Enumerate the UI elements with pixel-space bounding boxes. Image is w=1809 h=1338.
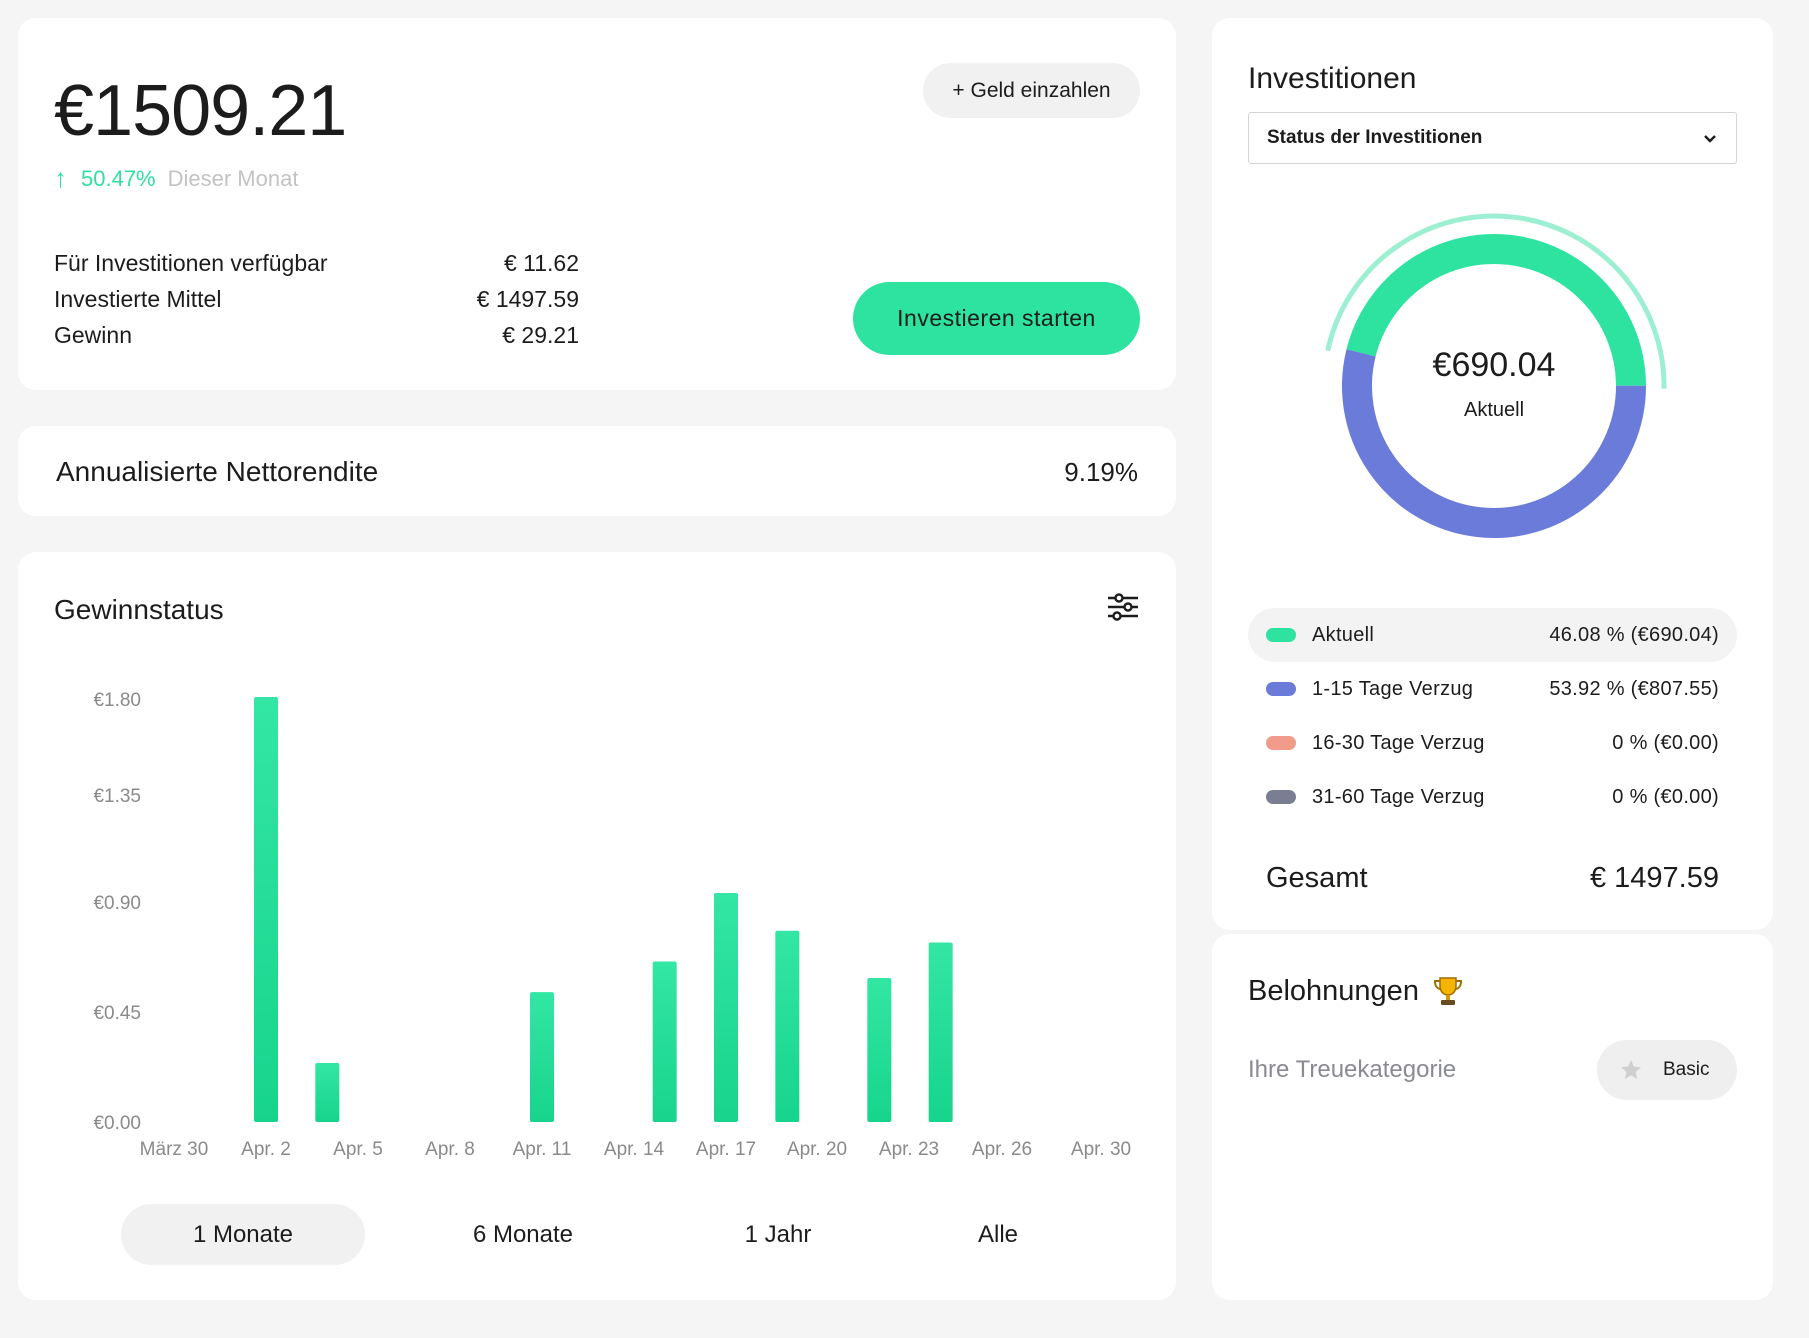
y-tick-label: €0.00: [93, 1113, 141, 1134]
x-tick-label: Apr. 17: [696, 1139, 756, 1160]
investments-title: Investitionen: [1248, 62, 1417, 95]
arrow-up-icon: ↑: [54, 163, 67, 193]
chart-bar: [928, 942, 953, 1122]
loyalty-tier-name: Basic: [1663, 1059, 1710, 1080]
annualized-return-value: 9.19%: [1064, 457, 1138, 487]
profit-status-title: Gewinnstatus: [54, 594, 224, 625]
range-6-months-button[interactable]: 6 Monate: [418, 1204, 628, 1265]
legend-name: 1-15 Tage Verzug: [1312, 677, 1474, 700]
donut-center-value: €690.04: [1433, 346, 1556, 384]
donut-center-label: Aktuell: [1464, 399, 1524, 421]
y-tick-label: €0.90: [93, 893, 141, 914]
filter-settings-icon[interactable]: [1106, 590, 1140, 624]
stat-available: Für Investitionen verfügbar € 11.62: [54, 250, 579, 277]
annualized-return-label: Annualisierte Nettorendite: [56, 456, 379, 487]
legend-value: 0 % (€0.00): [1612, 731, 1719, 754]
x-tick-label: Apr. 14: [604, 1139, 665, 1160]
donut-segment: [1342, 349, 1647, 538]
chart-bar: [867, 977, 892, 1122]
stat-value: € 1497.59: [476, 286, 579, 312]
donut-active-highlight: [1325, 213, 1667, 389]
stat-value: € 11.62: [503, 250, 579, 276]
legend-item-1-15-days[interactable]: 1-15 Tage Verzug 53.92 % (€807.55): [1248, 662, 1737, 716]
legend-color-dot: [1266, 628, 1296, 642]
annualized-return-card: Annualisierte Nettorendite 9.19%: [18, 426, 1176, 516]
x-tick-label: Apr. 5: [333, 1139, 383, 1160]
rewards-card: Belohnungen Ihre Treuekategorie Basic: [1212, 934, 1773, 1300]
y-tick-label: €0.45: [93, 1003, 141, 1024]
legend-color-dot: [1266, 682, 1296, 696]
balance-amount: €1509.21: [54, 71, 347, 151]
change-period: Dieser Monat: [167, 165, 299, 191]
chart-bar: [254, 697, 278, 1122]
monthly-change: ↑ 50.47% Dieser Monat: [54, 163, 298, 194]
legend-item-31-60-days[interactable]: 31-60 Tage Verzug 0 % (€0.00): [1248, 770, 1737, 824]
balance-card: €1509.21 + Geld einzahlen ↑ 50.47% Diese…: [18, 18, 1176, 390]
legend-value: 53.92 % (€807.55): [1549, 677, 1719, 700]
investment-donut-chart: €690.04 Aktuell: [1325, 213, 1667, 538]
rewards-title: Belohnungen: [1248, 974, 1465, 1008]
profit-bar-chart: €0.00 €0.45 €0.90 €1.35 €1.80 März 30 Apr. 2 Ap…: [93, 690, 1131, 1160]
x-tick-label: Apr. 23: [879, 1139, 939, 1160]
range-1-year-button[interactable]: 1 Jahr: [678, 1204, 878, 1265]
y-tick-label: €1.35: [93, 786, 141, 807]
x-tick-label: Apr. 26: [972, 1139, 1032, 1160]
chart-bar: [530, 992, 554, 1122]
stat-label: Investierte Mittel: [54, 286, 222, 312]
legend-name: Aktuell: [1312, 623, 1375, 646]
deposit-money-button[interactable]: + Geld einzahlen: [923, 63, 1140, 118]
loyalty-category-label: Ihre Treuekategorie: [1248, 1056, 1457, 1083]
change-percentage: 50.47%: [81, 165, 156, 191]
x-tick-label: März 30: [140, 1139, 209, 1160]
legend-color-dot: [1266, 790, 1296, 804]
chart-bar: [652, 961, 677, 1122]
stat-label: Für Investitionen verfügbar: [54, 250, 328, 276]
range-all-button[interactable]: Alle: [898, 1204, 1098, 1265]
legend-value: 0 % (€0.00): [1612, 785, 1719, 808]
x-tick-label: Apr. 2: [241, 1139, 291, 1160]
legend-item-current[interactable]: Aktuell 46.08 % (€690.04): [1248, 608, 1737, 662]
range-1-month-button[interactable]: 1 Monate: [121, 1204, 365, 1265]
legend-value: 46.08 % (€690.04): [1549, 623, 1719, 646]
chart-bar: [315, 1062, 340, 1122]
legend-name: 16-30 Tage Verzug: [1312, 731, 1485, 754]
legend-item-16-30-days[interactable]: 16-30 Tage Verzug 0 % (€0.00): [1248, 716, 1737, 770]
investments-total: Gesamt € 1497.59: [1266, 862, 1719, 895]
investment-status-select[interactable]: Status der Investitionen: [1248, 112, 1737, 164]
start-investing-button[interactable]: Investieren starten: [853, 282, 1140, 355]
stat-invested: Investierte Mittel € 1497.59: [54, 286, 579, 313]
select-value: Status der Investitionen: [1267, 127, 1483, 148]
x-tick-label: Apr. 8: [425, 1139, 475, 1160]
stat-profit: Gewinn € 29.21: [54, 322, 579, 349]
legend-color-dot: [1266, 736, 1296, 750]
loyalty-tier-badge[interactable]: Basic: [1597, 1040, 1737, 1100]
stat-label: Gewinn: [54, 322, 132, 348]
x-tick-label: Apr. 30: [1071, 1139, 1131, 1160]
chart-bar: [714, 892, 738, 1122]
total-label: Gesamt: [1266, 862, 1368, 894]
star-icon: [1621, 1060, 1641, 1079]
rewards-title-text: Belohnungen: [1248, 974, 1419, 1007]
chart-bar: [775, 930, 800, 1122]
y-tick-label: €1.80: [93, 690, 141, 711]
x-tick-label: Apr. 11: [513, 1139, 572, 1160]
stat-value: € 29.21: [502, 322, 579, 348]
legend-name: 31-60 Tage Verzug: [1312, 785, 1485, 808]
trophy-icon: [1433, 977, 1462, 1005]
x-tick-label: Apr. 20: [787, 1139, 847, 1160]
chevron-down-icon: [1704, 135, 1716, 143]
total-value: € 1497.59: [1589, 862, 1719, 894]
investments-card: Investitionen Status der Investitionen €…: [1212, 18, 1773, 930]
profit-status-card: Gewinnstatus €0.00 €0.45 €0.90 €1.35 €1.80 Mä…: [18, 552, 1176, 1300]
donut-segment: [1346, 234, 1646, 386]
